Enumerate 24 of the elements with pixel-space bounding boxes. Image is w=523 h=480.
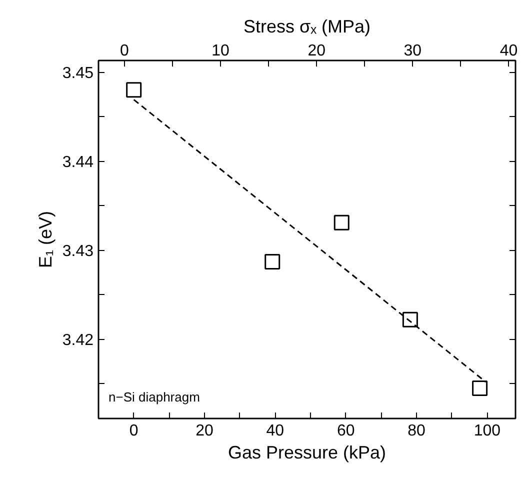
point	[264, 254, 280, 270]
point	[402, 312, 418, 328]
y-tick-label: 3.45	[62, 65, 94, 82]
x-tick-label: 20	[196, 422, 214, 440]
x2-tick-label: 20	[308, 42, 326, 60]
x-tick-label: 60	[336, 422, 355, 440]
y-axis-title: E₁ (eV)	[35, 210, 56, 268]
annotation: n−Si diaphragm	[108, 390, 200, 404]
y-tick-label: 3.43	[62, 243, 94, 260]
x2-axis-title: Stress σₓ (MPa)	[243, 16, 371, 36]
y-tick-label: 3.42	[62, 332, 94, 350]
x-axis-title: Gas Pressure (kPa)	[228, 442, 386, 462]
x-tick-label: 0	[129, 422, 138, 440]
point	[126, 82, 142, 98]
x-tick-label: 100	[474, 422, 501, 440]
x2-tick-label: 10	[212, 42, 230, 60]
x2-tick-label: 40	[500, 42, 518, 60]
x2-tick-label: 30	[404, 42, 422, 60]
x-tick-label: 40	[266, 422, 284, 440]
y-tick-label: 3.44	[62, 154, 94, 172]
x2-tick-label: 0	[120, 42, 129, 60]
x-tick-label: 80	[408, 422, 426, 440]
point	[334, 214, 350, 230]
point	[472, 380, 488, 396]
